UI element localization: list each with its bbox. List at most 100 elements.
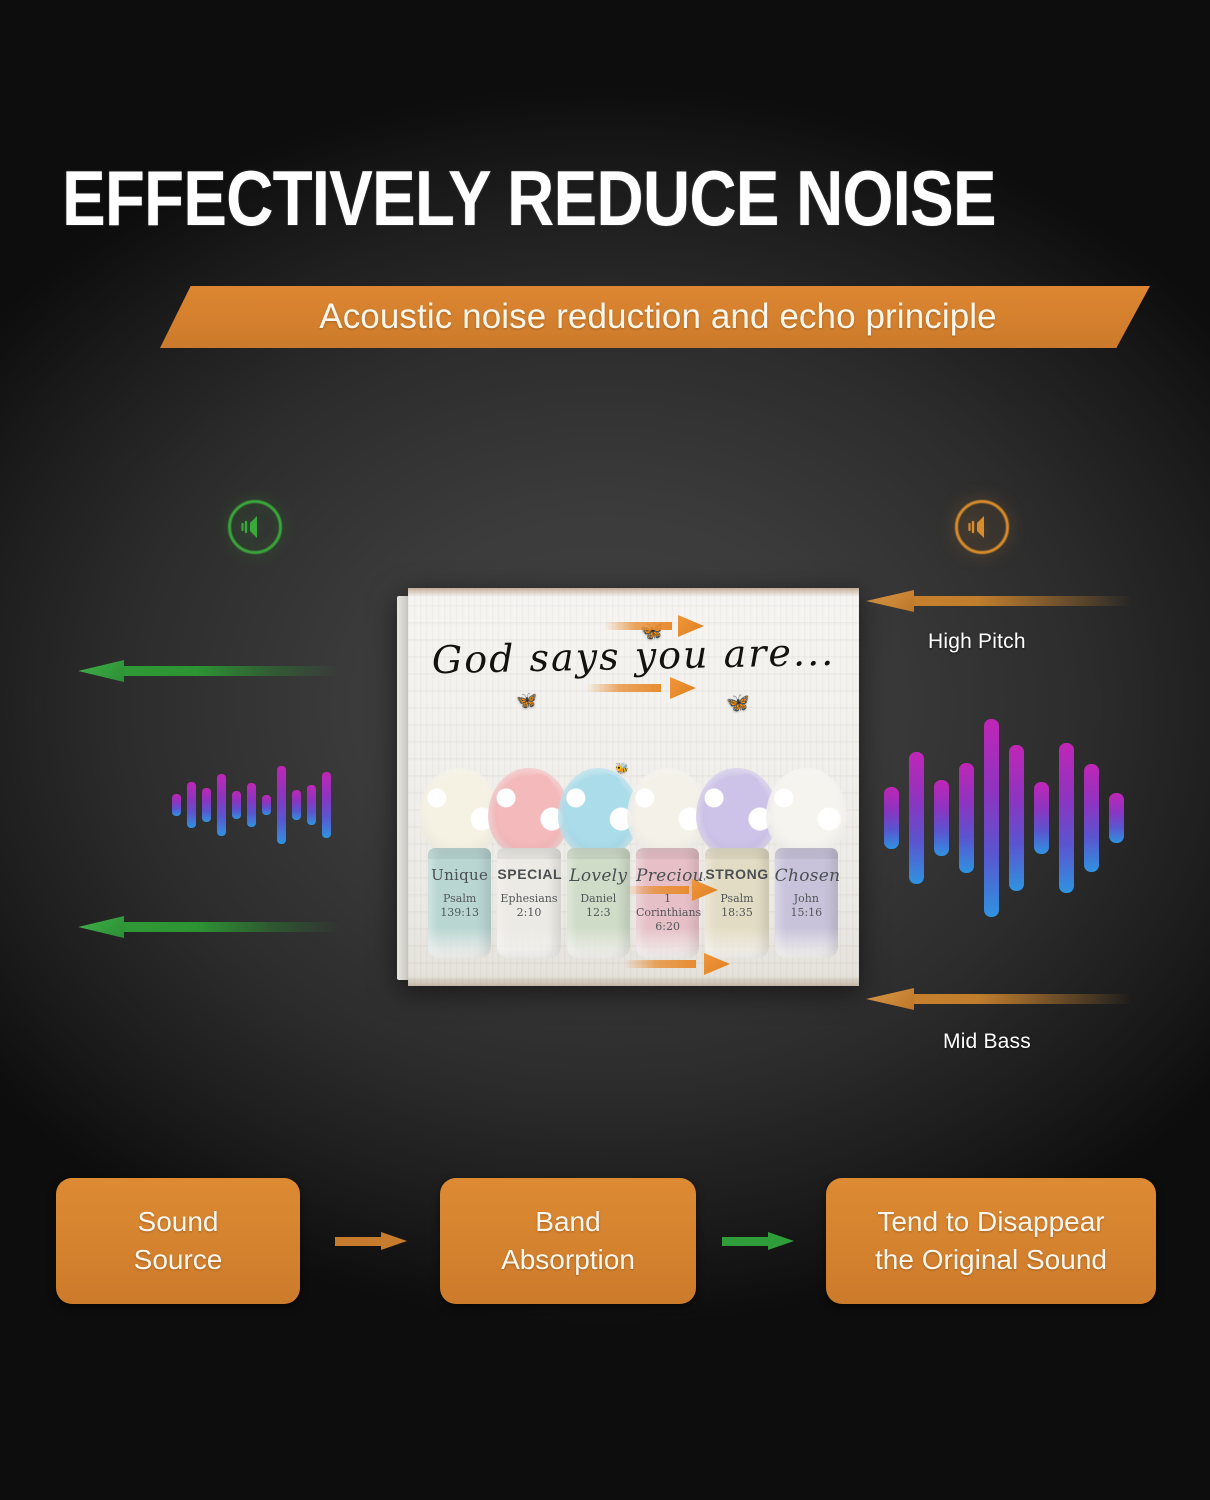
jar-word-label: Lovely: [569, 866, 628, 886]
orange-arrow-high-pitch: [866, 590, 1132, 612]
jar-ref-book: Psalm: [720, 892, 754, 905]
mason-jar-row: Unique Psalm 139:13 SPECIAL Ephesians 2:10 Lov…: [419, 768, 847, 958]
jar-body: Unique Psalm 139:13: [428, 848, 492, 958]
arrow-shaft: [108, 922, 340, 932]
jar-scripture-reference: Ephesians 2:10: [497, 892, 560, 920]
jar-ref-verse: 6:20: [655, 920, 680, 933]
flow-line-1: Sound: [137, 1206, 219, 1237]
overlay-arrow-top: [604, 615, 704, 637]
mason-jar: Precious 1 Corinthians 6:20: [626, 768, 713, 958]
arrow-head: [866, 590, 914, 612]
waveform-bar: [1059, 743, 1074, 893]
flow-line-1: Band: [535, 1206, 601, 1237]
waveform-bar: [247, 783, 256, 827]
flow-line-2: Absorption: [501, 1244, 635, 1275]
flow-box-label: Band Absorption: [501, 1203, 635, 1279]
jar-scripture-reference: 1 Corinthians 6:20: [635, 892, 702, 934]
orange-arrow-mid-bass: [866, 988, 1132, 1010]
flower-bouquet: [488, 768, 570, 856]
arrow-head: [670, 677, 696, 699]
speaker-ring: [228, 500, 282, 554]
flow-box-sound-source[interactable]: Sound Source: [56, 1178, 300, 1304]
mason-jar: Unique Psalm 139:13: [419, 768, 501, 958]
arrow-shaft: [586, 684, 661, 692]
jar-word-label: STRONG: [705, 866, 769, 882]
jar-word-label: Chosen: [774, 866, 841, 886]
canvas-face: God says you are... 🦋 🦋 🦋 🦋 🐝 UniquePsal…: [408, 588, 859, 986]
jar-scripture-reference: Psalm 18:35: [705, 892, 768, 920]
waveform-bar: [262, 795, 271, 815]
flower-bouquet: [696, 768, 778, 856]
overlay-arrow-middle: [586, 677, 696, 699]
overlay-arrow-jar: [626, 879, 718, 901]
white-butterfly-icon: 🦋: [516, 691, 538, 710]
jar-ref-verse: 12:3: [585, 906, 611, 919]
flower-bouquet: [626, 768, 709, 856]
waveform-bar: [959, 763, 974, 873]
jar-ref-verse: 15:16: [790, 906, 823, 919]
flow-line-2: the Original Sound: [875, 1244, 1107, 1275]
overlay-arrow-bottom: [624, 953, 730, 975]
jar-body: SPECIAL Ephesians 2:10: [497, 848, 562, 958]
jar-scripture-reference: John 15:16: [775, 892, 838, 920]
waveform-bar: [1084, 764, 1099, 872]
waveform-left: [172, 760, 331, 850]
green-arrow-upper: [78, 660, 340, 682]
page-title: EFFECTIVELY REDUCE NOISE: [62, 154, 997, 242]
jar-ref-book: John: [793, 892, 819, 905]
jar-ref-book: Ephesians: [500, 892, 558, 905]
yellow-butterfly-icon: 🦋: [726, 693, 750, 714]
waveform-bar: [202, 788, 211, 822]
jar-body: Precious 1 Corinthians 6:20: [635, 848, 713, 958]
arrow-shaft: [335, 1237, 383, 1246]
arrow-shaft: [896, 596, 1132, 606]
flow-box-tend-to-disappear[interactable]: Tend to Disappear the Original Sound: [826, 1178, 1156, 1304]
arrow-shaft: [624, 960, 697, 968]
jar-ref-verse: 2:10: [516, 906, 542, 919]
jar-ref-verse: 18:35: [721, 906, 753, 919]
arrow-shaft: [896, 994, 1132, 1004]
speaker-wave-icon-right: [955, 500, 1009, 554]
label-mid-bass: Mid Bass: [943, 1030, 1031, 1053]
waveform-bar: [217, 774, 226, 836]
jar-word-label: Unique: [431, 866, 489, 884]
waveform-bar: [884, 787, 899, 849]
jar-ref-verse: 139:13: [440, 906, 480, 919]
artwork-script-text: God says you are...: [431, 629, 836, 683]
arrow-head: [678, 615, 704, 637]
arrow-head: [692, 879, 718, 901]
waveform-bar: [292, 790, 301, 820]
jar-ref-book: Psalm: [443, 892, 477, 905]
canvas-artwork: God says you are... 🦋 🦋 🦋 🦋 🐝 UniquePsal…: [397, 588, 859, 988]
bee-icon: 🐝: [615, 763, 629, 775]
flow-box-label: Sound Source: [134, 1203, 223, 1279]
waveform-bar: [984, 719, 999, 917]
flower-bouquet: [765, 768, 847, 856]
arrow-shaft: [626, 886, 689, 894]
mason-jar: Chosen John 15:16: [765, 768, 847, 958]
arrow-head: [78, 916, 124, 938]
mason-jar: Lovely Daniel 12:3: [557, 768, 639, 958]
orange-arrow-connector: [335, 1232, 407, 1250]
jar-ref-book: Daniel: [580, 892, 617, 905]
mason-jar: STRONG Psalm 18:35: [696, 768, 778, 958]
arrow-head: [381, 1232, 407, 1250]
flow-box-label: Tend to Disappear the Original Sound: [875, 1203, 1107, 1279]
label-high-pitch: High Pitch: [928, 630, 1026, 653]
arrow-head: [768, 1232, 794, 1250]
speaker-ring: [955, 500, 1009, 554]
green-arrow-connector: [722, 1232, 794, 1250]
arrow-shaft: [604, 622, 672, 630]
jar-scripture-reference: Daniel 12:3: [567, 892, 630, 920]
waveform-bar: [322, 772, 331, 838]
waveform-bar: [172, 794, 181, 816]
flow-box-band-absorption[interactable]: Band Absorption: [440, 1178, 696, 1304]
waveform-right: [884, 718, 1124, 918]
arrow-head: [866, 988, 914, 1010]
jar-ref-book: 1 Corinthians: [635, 892, 702, 919]
waveform-bar: [187, 782, 196, 828]
arrow-head: [704, 953, 730, 975]
jar-body: Chosen John 15:16: [774, 848, 841, 958]
waveform-bar: [934, 780, 949, 856]
